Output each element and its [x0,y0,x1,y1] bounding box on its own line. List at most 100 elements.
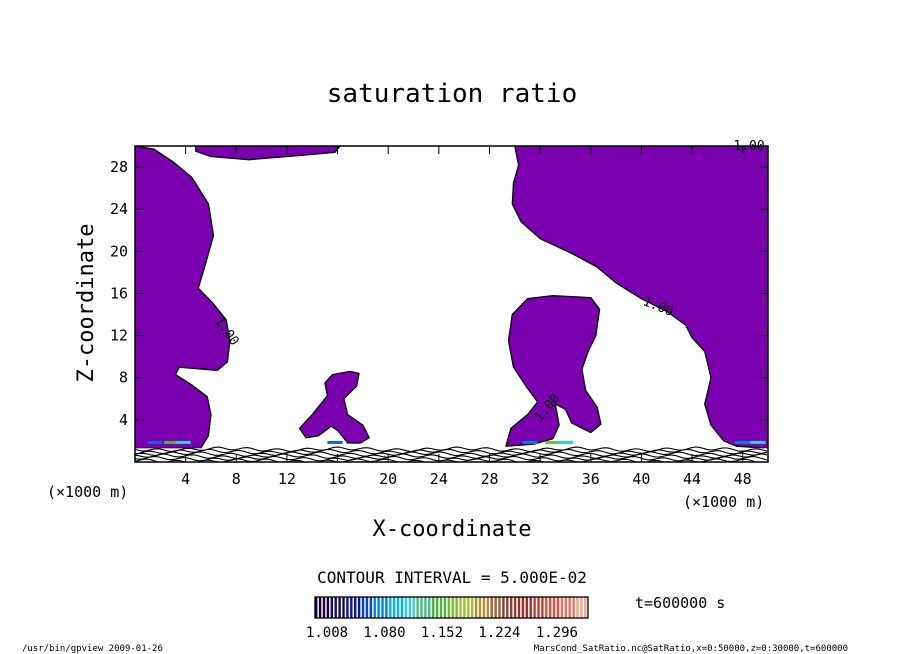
x-tick-label: 4 [181,470,190,488]
region-right-blob [505,294,602,447]
colorbar-stripe [350,597,353,618]
time-text: t=600000 s [635,594,725,612]
x-tick-label: 16 [329,470,347,488]
colorbar-stripe [416,597,419,618]
colorbar-stripe [420,597,423,618]
colorbar-stripe [506,597,509,618]
colorbar-stripe [412,597,415,618]
y-tick-label: 12 [110,327,128,345]
colorbar-stripe [381,597,384,618]
colorbar-stripe [529,597,532,618]
y-tick-label: 28 [110,158,128,176]
colorbar-stripe [373,597,376,618]
footer-right: MarsCond_SatRatio.nc@SatRatio,x=0:50000,… [534,644,848,654]
contour-interval-text: CONTOUR INTERVAL = 5.000E-02 [317,568,587,587]
region-top-strip [195,146,341,161]
colorbar-stripe [576,597,579,618]
high-value-patch [164,440,180,444]
colorbar-stripe [478,597,482,618]
x-tick-label: 12 [278,470,296,488]
colorbar-stripe [533,597,536,618]
region-right-plume [511,146,768,449]
colorbar-tick-label: 1.152 [421,625,463,641]
colorbar-stripe [537,597,540,618]
x-axis-label: X-coordinate [373,517,532,542]
colorbar-stripe [513,597,517,618]
colorbar-stripe [318,597,322,618]
y-tick-label: 20 [110,242,128,260]
x-tick-label: 40 [632,470,650,488]
colorbar-stripe [564,597,568,618]
colorbar-stripe [545,597,548,618]
colorbar [314,596,589,619]
surface-band [135,440,768,462]
colorbar-stripe [396,597,400,618]
colorbar-stripe [584,597,587,618]
colorbar-stripe [486,597,490,618]
surface-contour-line [135,448,768,455]
footer-left: /usr/bin/gpview 2009-01-26 [22,644,163,654]
colorbar-stripe [560,597,564,618]
colorbar-stripe [428,597,431,618]
colorbar-stripe [502,597,505,618]
y-tick-label: 24 [110,200,128,218]
colorbar-stripe [361,597,365,618]
surface-contour-line [135,446,768,453]
colorbar-stripe [385,597,388,618]
high-value-patch [522,440,538,444]
colorbar-stripe [400,597,404,618]
colorbar-stripe [439,597,443,618]
colorbar-tick-labels: 1.008 1.080 1.152 1.224 1.296 [306,625,578,641]
x-tick-label: 48 [734,470,752,488]
colorbar-stripe [408,597,412,618]
y-axis-label: Z-coordinate [74,224,99,383]
colorbar-stripe [322,597,326,618]
colorbar-stripe [389,597,392,618]
colorbar-stripe [369,597,373,618]
colorbar-stripe [490,597,493,618]
colorbar-tick-label: 1.296 [536,625,578,641]
region-small-blob [298,370,370,444]
colorbar-stripe [342,597,345,618]
y-tick-label: 8 [119,369,128,387]
high-value-patch [750,440,766,444]
colorbar-stripe [541,597,544,618]
high-value-patch [735,440,751,444]
colorbar-stripe [315,597,318,618]
colorbar-stripe [510,597,513,618]
colorbar-stripe [494,597,497,618]
high-value-patch [147,440,163,444]
colorbar-stripe [451,597,454,618]
colorbar-stripe [432,597,435,618]
contour-label: 1.00 [733,139,764,154]
colorbar-stripe [474,597,478,618]
colorbar-stripe [463,597,466,618]
colorbar-stripe [357,597,361,618]
x-tick-label: 32 [531,470,549,488]
colorbar-stripe [338,597,341,618]
colorbar-stripe [346,597,349,618]
colorbar-stripe [455,597,458,618]
colorbar-stripe [354,597,357,618]
filled-regions [135,146,768,449]
colorbar-tick-label: 1.224 [478,625,520,641]
colorbar-stripe [377,597,380,618]
colorbar-stripe [447,597,451,618]
colorbar-stripe [365,597,369,618]
colorbar-stripe [572,597,575,618]
colorbar-stripe [556,597,560,618]
x-unit-left: (×1000 m) [47,483,128,501]
x-tick-label: 44 [683,470,701,488]
x-tick-label: 8 [232,470,241,488]
colorbar-stripe [424,597,427,618]
colorbar-stripe [549,597,552,618]
surface-contour-line [135,455,768,462]
colorbar-frame [314,596,589,619]
colorbar-stripe [498,597,501,618]
x-tick-label: 28 [480,470,498,488]
colorbar-stripe [580,597,583,618]
colorbar-stripe [443,597,447,618]
